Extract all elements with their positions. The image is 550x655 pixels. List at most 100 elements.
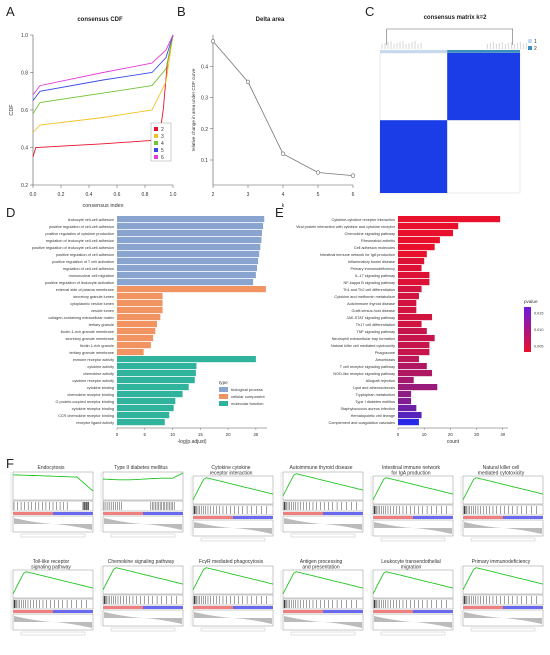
- legend-label-4: 4: [161, 141, 164, 147]
- series-line-6: [32, 34, 174, 96]
- legend-tick-label: 0.005: [534, 345, 544, 349]
- gsea-title: migration: [401, 565, 422, 571]
- gsea-plot: Autoimmune thyroid disease: [280, 465, 364, 538]
- bar: [117, 412, 170, 419]
- category-label: cytokine receptor binding: [72, 407, 114, 411]
- bar: [398, 384, 438, 391]
- series-line-3: [32, 34, 174, 133]
- x-tick-label: 0: [116, 432, 119, 437]
- gsea-title: for IgA production: [391, 471, 430, 477]
- rank-bar-neg: [323, 512, 363, 515]
- rank-bar-neg: [323, 610, 363, 613]
- panel-letter-d: D: [6, 205, 16, 220]
- hit-panel: [12, 598, 94, 610]
- legend-swatch-6: [154, 155, 158, 159]
- es-curve: [282, 571, 364, 595]
- category-label: Graft-versus-host disease: [352, 309, 395, 313]
- legend-label: molecular function: [231, 401, 263, 406]
- es-panel: [372, 569, 454, 599]
- gsea-legend: [470, 537, 536, 542]
- matrix-block-1: [380, 120, 448, 193]
- category-label: cytokine activity: [87, 365, 114, 369]
- rank-bar-pos: [463, 606, 503, 609]
- category-label: Hematopoietic cell lineage: [351, 414, 395, 418]
- gsea-plot-grid: Endocytosis Type II diabetes mellitus Cyto…: [10, 465, 544, 636]
- panel-letter-c: C: [365, 4, 375, 19]
- bar: [398, 370, 433, 377]
- kegg-enrichment-bar-chart: Cytokine-cytokine receptor interaction Vi…: [296, 216, 544, 445]
- category-label: secretory granule lumen: [73, 295, 114, 299]
- metric-area: [104, 518, 182, 530]
- hit-panel: [282, 598, 364, 610]
- category-label: positive regulation of cell adhesion: [56, 253, 114, 257]
- metric-area: [194, 612, 272, 624]
- bar: [398, 293, 419, 300]
- gsea-legend: [200, 537, 266, 542]
- gsea-title: Natural killer cell: [483, 465, 520, 471]
- x-tick-label: 15: [198, 432, 203, 437]
- category-label: NOD-like receptor signaling pathway: [333, 372, 395, 376]
- es-curve: [12, 571, 94, 595]
- bar: [398, 258, 425, 265]
- legend-label: biological process: [231, 387, 263, 392]
- y-tick-label: 0.1: [201, 158, 208, 164]
- bar: [117, 377, 195, 384]
- panel-letter-f: F: [6, 456, 14, 471]
- category-label: Cytokine and metformin metabolism: [334, 295, 395, 299]
- hit-panel: [102, 594, 184, 606]
- es-curve: [372, 571, 454, 595]
- es-panel: [12, 471, 94, 501]
- bar: [398, 230, 453, 237]
- bar: [117, 349, 144, 356]
- bar: [117, 314, 161, 321]
- metric-area: [194, 522, 272, 534]
- rank-bar-neg: [233, 606, 273, 609]
- x-tick-label: 20: [226, 432, 231, 437]
- legend-swatch-2: [528, 46, 532, 50]
- gsea-title: Endocytosis: [38, 465, 65, 471]
- gsea-title: receptor interaction: [210, 471, 253, 477]
- category-label: regulation of leukocyte cell-cell adhesi…: [46, 239, 114, 243]
- x-tick-label: 2: [212, 192, 215, 198]
- category-label: chemokine receptor binding: [67, 393, 114, 397]
- rank-bar-pos: [463, 516, 503, 519]
- gsea-title: Cytokine cytokine: [211, 465, 250, 471]
- gsea-legend: [20, 631, 86, 636]
- rank-bar-pos: [103, 606, 143, 609]
- rank-bar-pos: [283, 512, 323, 515]
- x-tick-label: 0.6: [114, 192, 121, 198]
- category-label: immune receptor activity: [73, 358, 114, 362]
- legend-swatch: [219, 394, 228, 399]
- x-axis-label: consensus index: [83, 203, 124, 209]
- category-label: JAK-STAT signaling pathway: [346, 316, 395, 320]
- category-label: CCR chemokine receptor binding: [58, 414, 114, 418]
- category-label: positive regulation of leukocyte cell-ce…: [32, 246, 114, 250]
- legend-swatch-5: [154, 148, 158, 152]
- category-label: Natural killer cell mediated cytotoxicit…: [331, 344, 395, 348]
- hit-panel: [372, 504, 454, 516]
- legend-tick-label: 0.010: [534, 328, 544, 332]
- y-tick-label: 0.4: [201, 64, 208, 70]
- x-tick-label: 0.4: [86, 192, 93, 198]
- legend-label-2: 2: [161, 127, 164, 133]
- bar: [117, 335, 154, 342]
- category-label: Autoimmune thyroid disease: [347, 302, 395, 306]
- matrix-title: consensus matrix k=2: [423, 15, 487, 21]
- rank-bar-pos: [373, 610, 413, 613]
- category-label: regulation of cell-cell adhesion: [63, 267, 114, 271]
- category-label: Allograft rejection: [366, 379, 395, 383]
- es-panel: [102, 471, 184, 501]
- metric-area: [284, 518, 362, 530]
- bar: [117, 384, 189, 391]
- category-label: cytoplasmic vesicle lumen: [70, 302, 114, 306]
- bar: [117, 370, 196, 377]
- bar: [398, 244, 435, 251]
- x-axis-label: count: [447, 439, 460, 445]
- rank-bar-neg: [413, 516, 453, 519]
- es-curve: [102, 567, 184, 591]
- metric-area: [284, 616, 362, 628]
- bar: [398, 412, 422, 419]
- bar: [117, 223, 264, 230]
- bar: [398, 251, 427, 258]
